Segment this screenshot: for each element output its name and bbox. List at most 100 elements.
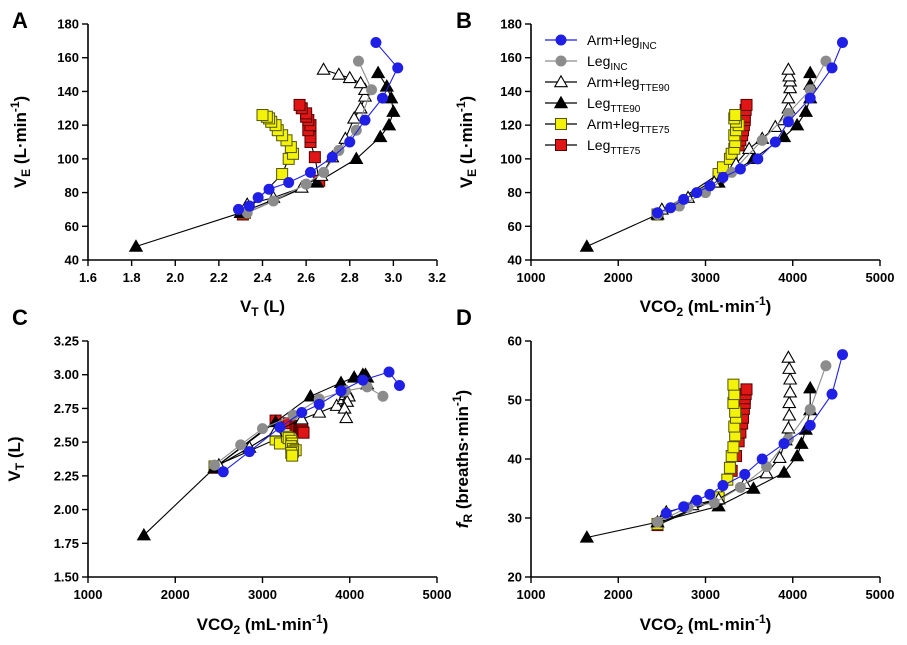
- data-point: [804, 403, 816, 415]
- data-point: [318, 166, 330, 178]
- data-point: [352, 55, 364, 67]
- data-point: [740, 98, 753, 111]
- data-point: [678, 193, 690, 205]
- series-arm-tte90: [659, 350, 798, 518]
- x-axis-label-sup: -1: [755, 294, 766, 308]
- data-point: [717, 171, 729, 183]
- y-tick-label: 2.50: [54, 435, 79, 450]
- legend-label-name: Leg: [587, 137, 610, 153]
- data-point: [346, 111, 362, 124]
- y-tick-label: 2.25: [54, 468, 79, 483]
- series-line: [586, 72, 811, 248]
- legend-entry-leg-inc: LegINC: [545, 53, 628, 73]
- data-point: [209, 459, 221, 471]
- data-point: [752, 153, 764, 165]
- x-tick-label: 4000: [335, 587, 364, 602]
- data-point: [704, 488, 716, 500]
- data-point: [803, 380, 818, 394]
- data-point: [263, 183, 275, 195]
- data-point: [267, 195, 279, 207]
- y-axis-label-sub: E: [19, 169, 33, 177]
- legend-label-name: Arm+leg: [587, 116, 640, 132]
- data-point: [296, 406, 308, 418]
- data-point: [794, 436, 809, 449]
- data-point: [333, 144, 345, 156]
- y-tick-label: 3.00: [54, 367, 79, 382]
- y-tick-label: 80: [508, 185, 522, 200]
- data-point: [308, 151, 321, 164]
- x-tick-label: 1000: [517, 270, 546, 285]
- y-axis-label-sub: T: [13, 462, 27, 470]
- x-axis-label-main: VCO: [640, 297, 677, 316]
- y-tick-label: 180: [57, 17, 79, 32]
- legend-label: LegTTE90: [587, 95, 641, 115]
- data-point: [776, 129, 792, 143]
- data-point: [727, 378, 740, 391]
- data-point: [331, 67, 346, 80]
- y-axis-label-main: f: [453, 520, 472, 528]
- data-point: [276, 168, 289, 181]
- data-point: [772, 450, 787, 464]
- data-point: [804, 92, 816, 104]
- y-tick-label: 100: [57, 151, 79, 166]
- x-tick-label: 4000: [778, 587, 807, 602]
- y-tick-label: 160: [57, 50, 79, 65]
- data-point: [381, 117, 397, 131]
- data-point: [759, 465, 774, 479]
- y-tick-label: 140: [500, 84, 522, 99]
- data-point: [370, 65, 386, 79]
- x-axis-label: VCO2 (mL·min-1): [197, 612, 329, 637]
- data-point: [781, 62, 796, 75]
- data-point: [782, 80, 798, 94]
- y-tick-label: 2.75: [54, 401, 79, 416]
- legend-label-sub: TTE75: [640, 125, 670, 136]
- data-point: [769, 136, 781, 148]
- data-point: [136, 527, 151, 541]
- legend-entry-arm-tte75: Arm+legTTE75: [545, 116, 670, 136]
- data-point: [836, 349, 848, 361]
- data-point: [312, 405, 327, 418]
- y-tick-label: 40: [508, 452, 522, 467]
- x-tick-label: 2.2: [210, 270, 228, 285]
- data-point: [257, 423, 268, 435]
- y-tick-label: 20: [508, 570, 522, 585]
- data-point: [252, 192, 264, 204]
- x-tick-label: 2000: [604, 587, 633, 602]
- legend-label-sub: TTE90: [610, 104, 640, 115]
- y-axis-label-sup: -1: [8, 101, 22, 112]
- data-point: [283, 176, 295, 188]
- x-axis-label: VCO2 (mL·min-1): [640, 612, 772, 637]
- data-point: [335, 385, 347, 397]
- data-point: [313, 398, 325, 410]
- x-axis-label-sup: -1: [312, 612, 323, 626]
- y-axis-label: VT (L): [5, 436, 27, 481]
- data-point: [256, 109, 269, 122]
- data-point: [309, 175, 325, 188]
- data-point: [734, 481, 746, 493]
- data-point: [691, 187, 703, 199]
- x-tick-label: 2.4: [253, 270, 272, 285]
- y-axis-label-sub: E: [465, 169, 479, 177]
- x-axis-label: VCO2 (mL·min-1): [640, 294, 772, 319]
- y-axis-label: VE (L·min-1): [8, 96, 33, 188]
- y-tick-label: 2.00: [54, 502, 79, 517]
- data-point: [798, 104, 813, 117]
- y-tick-label: 1.50: [54, 570, 79, 585]
- data-point: [392, 62, 404, 74]
- legend-label-sub: TTE75: [610, 146, 640, 157]
- chart-panel-a: 1.6 1.8 2.0 2.2 2.4 2.6 2.8 3.0 3.2 40 60 80 100 120 1…: [8, 8, 446, 319]
- legend-label: LegTTE75: [587, 137, 641, 157]
- data-point: [217, 466, 229, 478]
- x-tick-label: 5000: [866, 270, 895, 285]
- x-tick-label: 4000: [778, 270, 807, 285]
- y-axis-label-rest: (L): [5, 436, 24, 462]
- data-point: [293, 98, 306, 111]
- y-tick-label: 180: [500, 17, 522, 32]
- data-point: [727, 441, 740, 454]
- x-axis-label-sub: 2: [234, 623, 241, 637]
- x-tick-label: 2.0: [166, 270, 184, 285]
- legend-entry-arm-inc: Arm+legINC: [545, 32, 657, 52]
- data-point: [350, 124, 362, 136]
- x-axis-label-main: VCO: [197, 615, 234, 634]
